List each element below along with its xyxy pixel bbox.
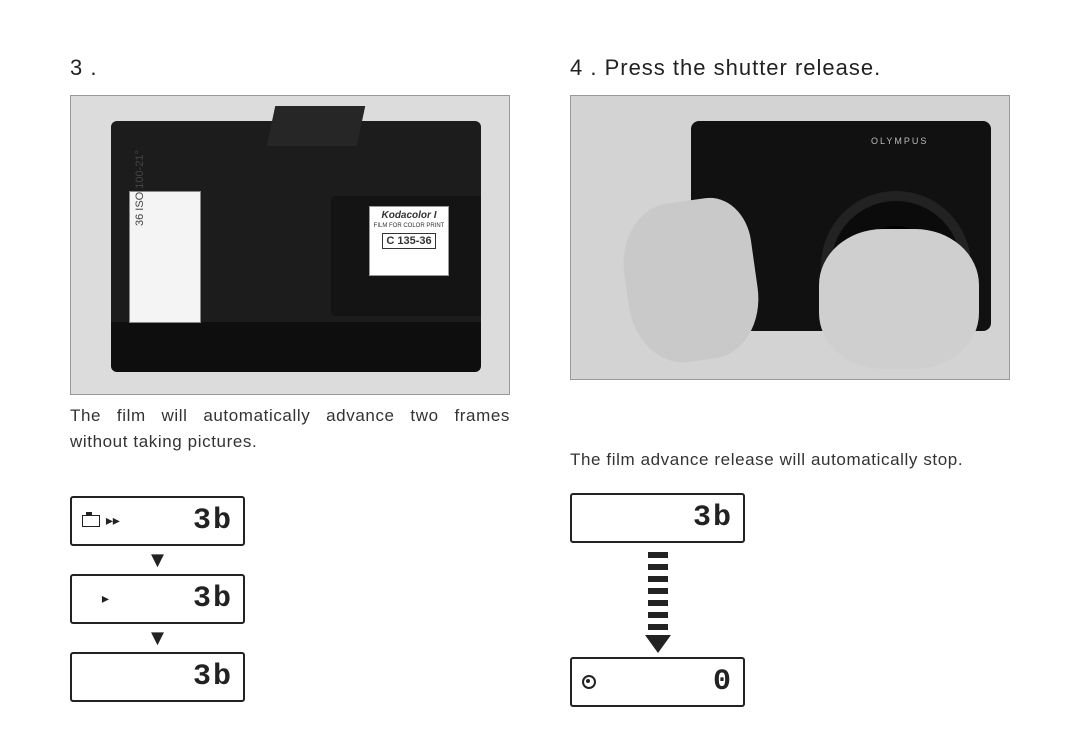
camera-brand-label: OLYMPUS — [871, 136, 928, 146]
record-dot-icon — [582, 675, 596, 689]
step-3-photo: 36 ISO 100-21° Kodacolor I FILM FOR COLO… — [70, 95, 510, 395]
step-4-photo: OLYMPUS — [570, 95, 1010, 380]
film-brand: Kodacolor I — [373, 210, 445, 221]
manual-page: 3 . 36 ISO 100-21° Kodacolor I FILM FOR … — [0, 0, 1080, 747]
film-canister-label: 36 ISO 100-21° — [134, 150, 146, 226]
lcd-value: 3b — [693, 501, 733, 535]
lcd-row: ▸▸ 3b — [70, 496, 245, 546]
step-4-column: 4 . Press the shutter release. OLYMPUS T… — [570, 55, 1010, 707]
step-4-lcd-stack: 3b 0 — [570, 493, 745, 707]
lcd-value: 3b — [193, 660, 233, 694]
step-3-lcd-stack: ▸▸ 3b ▼ ▸ 3b ▼ 3b — [70, 496, 245, 702]
lcd-row: 3b — [570, 493, 745, 543]
down-arrow-icon: ▼ — [147, 627, 169, 649]
step-4-caption: The film advance release will automatica… — [570, 447, 1010, 473]
step-4-heading: 4 . Press the shutter release. — [570, 55, 1010, 81]
lcd-value: 0 — [713, 665, 733, 699]
lcd-row: 3b — [70, 652, 245, 702]
camera-icon — [82, 515, 100, 527]
advance-arrow-icon: ▸ — [100, 588, 111, 610]
film-sticker: Kodacolor I FILM FOR COLOR PRINT C 135-3… — [369, 206, 449, 276]
advance-arrows-icon: ▸▸ — [104, 510, 118, 532]
step-3-caption: The film will automatically advance two … — [70, 403, 510, 456]
film-code: C 135-36 — [382, 233, 435, 249]
dashed-down-arrow-icon — [645, 549, 671, 653]
step-3-column: 3 . 36 ISO 100-21° Kodacolor I FILM FOR … — [70, 55, 510, 707]
lcd-row: ▸ 3b — [70, 574, 245, 624]
lcd-row: 0 — [570, 657, 745, 707]
film-subtitle: FILM FOR COLOR PRINT — [373, 223, 445, 229]
lcd-value: 3b — [193, 582, 233, 616]
step-3-heading: 3 . — [70, 55, 510, 81]
down-arrow-icon: ▼ — [147, 549, 169, 571]
lcd-value: 3b — [193, 504, 233, 538]
